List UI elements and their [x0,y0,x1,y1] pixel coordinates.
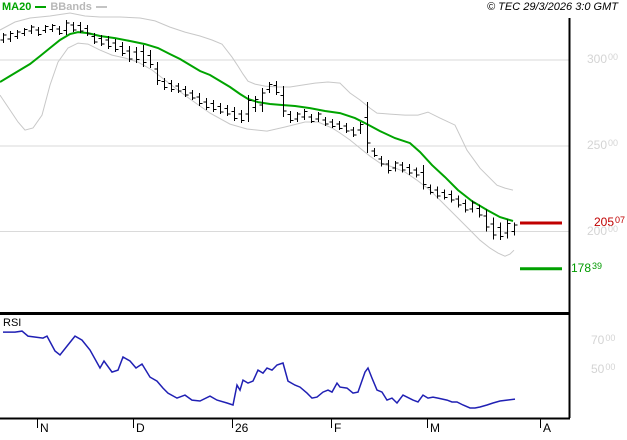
ma20-legend-label: MA20 [2,1,32,13]
x-axis-label-N: N [40,421,49,435]
price-marker-label-red: 20507 [594,215,625,229]
price-tick-label-decimals: 00 [608,52,619,62]
x-axis-label-26: 26 [235,421,249,435]
rsi-line [3,330,516,409]
price-tick-label: 25000 [587,138,618,152]
price-tick-label: 30000 [587,52,618,66]
x-axis-label-M: M [430,421,440,435]
rsi-tick-label: 5000 [591,362,615,376]
bbands-legend-line [95,6,107,8]
rsi-tick-label: 7000 [591,333,615,347]
bbands-upper-line [0,12,514,191]
price-marker-label-green: 17839 [571,261,602,275]
ma20-legend-line [35,6,47,8]
price-tick-label-main: 200 [587,224,608,238]
rsi-panel-label: RSI [3,317,22,329]
price-tick-label-decimals: 00 [608,224,619,234]
price-marker-green-main: 178 [571,261,592,275]
rsi-tick-label-main: 70 [591,333,605,347]
rsi-tick-label-main: 50 [591,362,605,376]
rsi-tick-label-decimals: 00 [605,333,616,343]
price-marker-red-decimals: 07 [615,215,626,225]
chart-legend: MA20 BBands [2,1,107,13]
copyright-text: © TEC 29/3/2026 3:0 GMT [487,1,618,13]
price-marker-red-main: 205 [594,215,615,229]
panel-separator [0,312,570,315]
ma20-line [0,31,514,222]
price-marker-green-decimals: 39 [592,261,603,271]
price-tick-label: 20000 [587,224,618,238]
price-tick-label-decimals: 00 [608,138,619,148]
x-axis-label-A: A [543,421,552,435]
price-tick-label-main: 300 [587,52,608,66]
bbands-legend-label: BBands [50,1,92,13]
price-tick-label-main: 250 [587,138,608,152]
x-axis-label-F: F [334,421,342,435]
x-axis-label-D: D [136,421,145,435]
rsi-tick-label-decimals: 00 [605,362,616,372]
bbands-lower-line [0,42,515,257]
